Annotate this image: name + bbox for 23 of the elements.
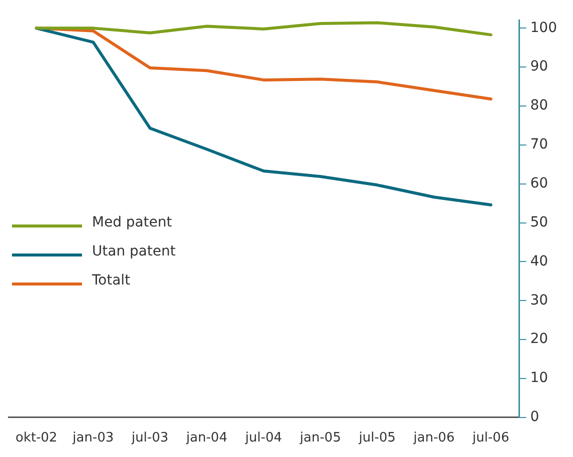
y-tick-label: 50: [530, 214, 548, 230]
y-tick-label: 80: [530, 98, 548, 114]
legend-label: Utan patent: [92, 244, 176, 260]
y-tick-label: 90: [530, 58, 548, 75]
x-tick-label: jul-03: [130, 430, 168, 446]
legend-label: Totalt: [91, 272, 131, 289]
x-tick-label: jan-06: [412, 430, 455, 446]
x-tick-label: jan-05: [298, 430, 341, 446]
x-tick-label: jul-06: [472, 430, 510, 446]
x-tick-label: jan-04: [185, 430, 228, 446]
y-tick-label: 20: [530, 331, 548, 348]
x-tick-label: okt-02: [16, 430, 58, 446]
x-tick-label: jul-04: [244, 430, 282, 446]
y-tick-label: 10: [530, 370, 548, 386]
x-tick-label: jul-05: [358, 430, 396, 446]
x-tick-label: jan-03: [72, 430, 114, 446]
y-tick-label: 40: [530, 253, 548, 270]
y-tick-label: 70: [530, 136, 548, 153]
y-tick-label: 100: [530, 20, 558, 36]
y-tick-label: 60: [530, 176, 548, 192]
legend-label: Med patent: [92, 214, 172, 231]
y-tick-label: 0: [530, 409, 540, 426]
y-tick-label: 30: [530, 292, 548, 308]
